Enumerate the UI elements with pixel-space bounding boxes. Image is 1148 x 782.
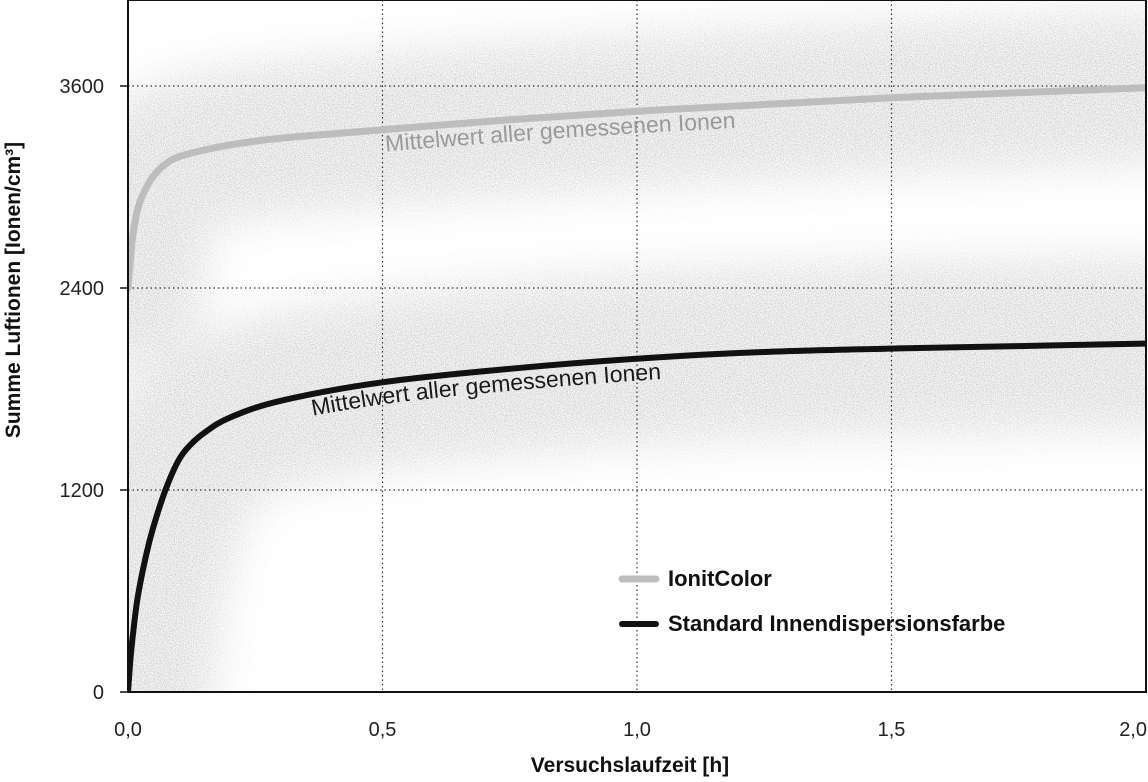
y-tick-label: 2400	[60, 278, 105, 300]
legend: IonitColor Standard Innendispersionsfarbe	[618, 566, 1005, 636]
series-layer	[128, 84, 1146, 692]
series-line-standard-innendispersionsfarbe	[128, 340, 1146, 692]
y-tick-label: 0	[93, 682, 104, 704]
axis-ticks: 0 1200 2400 3600 0,0 0,5 1,0 1,5 2,0	[60, 76, 1148, 741]
plot-frame	[127, 0, 1147, 693]
y-tick-label: 1200	[60, 480, 105, 502]
legend-label: IonitColor	[668, 566, 772, 591]
x-tick-label: 1,5	[878, 719, 906, 741]
x-axis-title: Versuchslaufzeit [h]	[531, 754, 729, 777]
x-tick-label: 1,0	[623, 719, 651, 741]
x-tick-label: 0,0	[114, 719, 142, 741]
series-line-ionitcolor	[128, 84, 1146, 292]
x-tick-label: 0,5	[369, 719, 397, 741]
x-tick-label: 2,0	[1119, 719, 1147, 741]
y-tick-label: 3600	[60, 76, 105, 98]
legend-label: Standard Innendispersionsfarbe	[668, 611, 1005, 636]
y-axis-title: Summe Luftionen [Ionen/cm³]	[2, 142, 25, 438]
